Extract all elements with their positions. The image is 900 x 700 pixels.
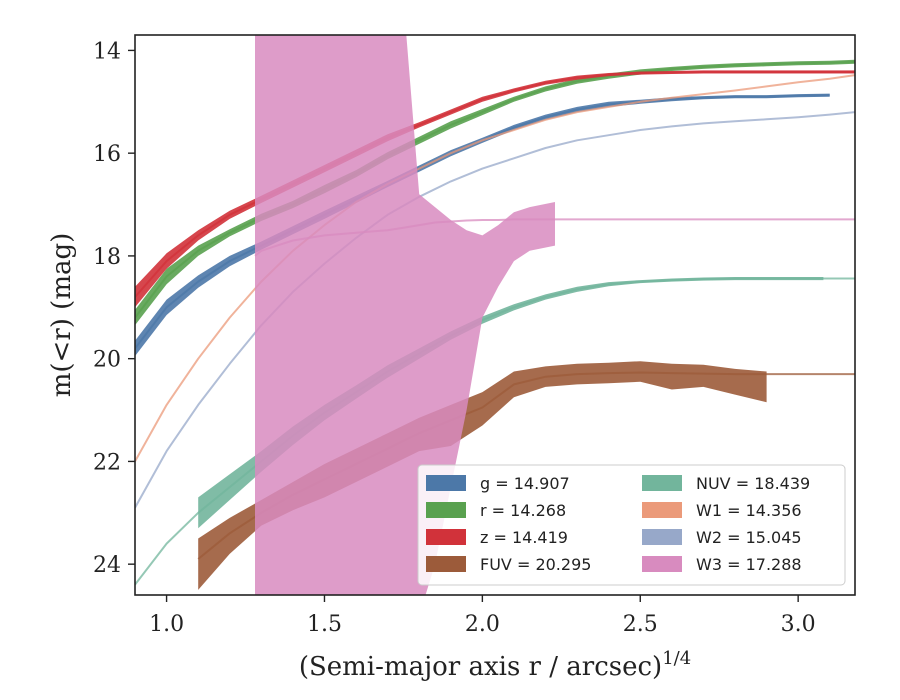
legend-swatch	[642, 529, 682, 545]
x-axis-label: (Semi-major axis r / arcsec)1/4	[299, 648, 691, 682]
y-tick-label: 16	[93, 142, 121, 167]
y-tick-label: 22	[93, 450, 121, 475]
legend-entry: g = 14.907	[480, 474, 570, 493]
legend-swatch	[426, 475, 466, 491]
axes: 1.0 1.5 2.0 2.5 3.0 14 16 18 20 22 24 (Semi-major a…	[47, 39, 816, 682]
y-tick-label: 14	[93, 39, 121, 64]
y-axis-label: m(<r) (mag)	[47, 233, 77, 398]
legend-box	[417, 464, 846, 586]
plot-frame	[134, 34, 856, 596]
y-tick-label: 18	[93, 245, 121, 270]
y-tick-label: 24	[93, 553, 121, 578]
legend-swatch	[426, 529, 466, 545]
legend-entry: FUV = 20.295	[480, 555, 591, 574]
x-axis-label-exponent: 1/4	[662, 648, 691, 669]
x-tick-label: 2.0	[465, 612, 500, 637]
series-W3	[254, 35, 855, 595]
y-tick-label: 20	[93, 348, 121, 373]
legend: g = 14.907 r = 14.268 z = 14.419 FUV = 20.2…	[417, 464, 846, 586]
x-tick-label: 1.0	[149, 612, 184, 637]
x-tick-label: 1.5	[307, 612, 342, 637]
legend-entry: W3 = 17.288	[696, 555, 802, 574]
line-W3	[254, 218, 855, 257]
legend-swatch	[426, 556, 466, 572]
legend-swatch	[642, 556, 682, 572]
legend-entry: NUV = 18.439	[696, 474, 810, 493]
x-tick-label: 3.0	[781, 612, 816, 637]
legend-swatch	[426, 502, 466, 518]
legend-entry: W2 = 15.045	[696, 528, 802, 547]
x-tick-label: 2.5	[623, 612, 658, 637]
legend-swatch	[642, 475, 682, 491]
legend-entry: W1 = 14.356	[696, 501, 802, 520]
band-W3	[255, 35, 555, 595]
legend-entry: z = 14.419	[480, 528, 568, 547]
legend-swatch	[642, 502, 682, 518]
plot-area	[135, 35, 855, 595]
legend-entry: r = 14.268	[480, 501, 566, 520]
